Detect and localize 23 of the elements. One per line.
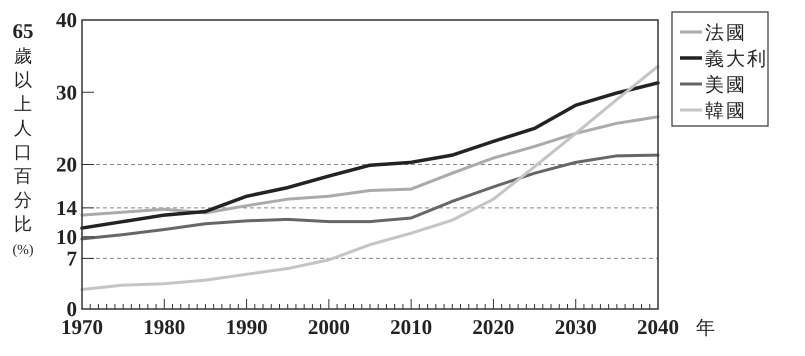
x-tick-label: 2000	[308, 315, 350, 339]
legend-label: 韓國	[705, 101, 747, 122]
line-series	[80, 64, 660, 291]
y-tick-label: 10	[56, 224, 77, 249]
legend-label: 美國	[705, 74, 747, 96]
y-tick-label: 30	[56, 80, 77, 104]
line-series	[80, 115, 660, 217]
x-tick-label: 1980	[143, 315, 186, 339]
x-tick-label: 2040	[637, 315, 679, 339]
x-tick-label: 1990	[226, 315, 268, 339]
y-tick-label: 20	[56, 152, 77, 176]
x-tick-label: 2010	[390, 315, 432, 339]
y-tick-label: 7	[66, 246, 77, 270]
y-tick-label: 14	[56, 196, 78, 220]
x-tick-label: 2030	[554, 315, 597, 339]
legend-label: 法國	[705, 23, 747, 44]
legend-label: 義大利	[705, 49, 768, 70]
x-axis-title: 年	[696, 318, 715, 339]
x-tick-label: 2020	[472, 315, 514, 339]
line-series	[80, 81, 660, 230]
text: 65歲以上人口百分比(%)	[12, 19, 34, 258]
line-series	[80, 154, 660, 240]
y-tick-label: 40	[56, 8, 77, 32]
